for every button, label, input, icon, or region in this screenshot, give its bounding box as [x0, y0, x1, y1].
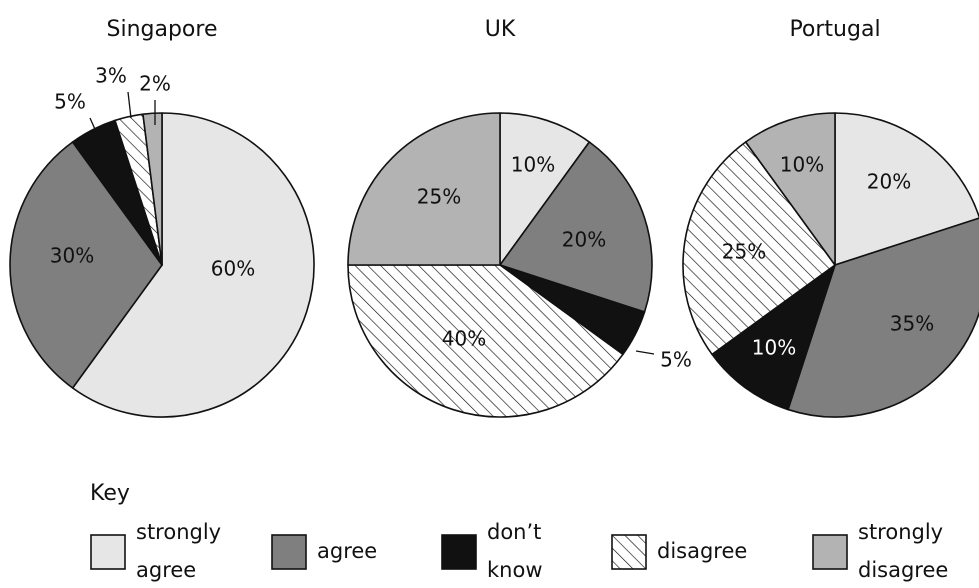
slice-strongly-agree [834, 112, 979, 266]
chart-title: UK [485, 17, 516, 42]
slice-strongly-disagree [744, 112, 836, 266]
legend-entry-agree: agree [271, 534, 377, 570]
legend-label-line-1: don’t [487, 520, 541, 544]
slice-label-strongly-agree: 20% [867, 170, 911, 194]
legend-label: agree [317, 539, 377, 563]
slice-label-strongly-disagree: 25% [417, 185, 461, 209]
slice-disagree [347, 264, 624, 418]
slice-strongly-agree [499, 112, 591, 266]
slice-label-agree: 30% [50, 244, 94, 268]
legend-label-line-2: know [487, 558, 543, 582]
slice-don-t-know [711, 264, 836, 411]
slice-agree [499, 141, 653, 313]
slice-label-don-t-know: 5% [660, 348, 692, 372]
chart-title: Portugal [789, 17, 880, 42]
slice-strongly-disagree [347, 112, 501, 266]
slice-label-don-t-know: 10% [752, 336, 796, 360]
legend-entry-disagree: disagree [611, 534, 747, 570]
leader-line-don-t-know [635, 350, 655, 355]
pie-chart-singapore: Singapore 60% 30% 5% 3% 2% [9, 17, 315, 418]
slice-label-agree: 35% [890, 312, 934, 336]
slice-label-agree: 20% [562, 228, 606, 252]
legend-entry-strongly-agree: strongly agree [90, 520, 221, 582]
legend-label-line-2: agree [136, 558, 196, 582]
slice-label-strongly-disagree: 10% [780, 153, 824, 177]
legend-label-line-1: strongly [858, 520, 943, 544]
slice-label-don-t-know: 5% [54, 90, 86, 114]
legend-entry-don-t-know: don’t know [441, 520, 543, 582]
slice-strongly-disagree [142, 112, 163, 266]
legend-swatch [611, 534, 647, 570]
slice-label-strongly-agree: 60% [211, 257, 255, 281]
chart-title: Singapore [107, 17, 218, 42]
leader-line-don-t-know [89, 117, 99, 137]
slice-label-disagree: 3% [95, 64, 127, 88]
slice-strongly-agree [71, 112, 315, 418]
leader-line-disagree [127, 91, 132, 119]
slice-label-disagree: 25% [722, 240, 766, 264]
legend-swatch [812, 534, 848, 570]
legend-entry-strongly-disagree: strongly disagree [812, 520, 948, 582]
pie-chart-portugal: Portugal 20% 35% 10% 25% 10% [682, 17, 979, 418]
slice-label-strongly-agree: 10% [511, 153, 555, 177]
legend-label-line-2: disagree [858, 558, 948, 582]
slice-label-disagree: 40% [442, 327, 486, 351]
slice-agree [9, 141, 163, 389]
pie-chart-uk: UK 10% 20% 40% 25% 5% [347, 17, 692, 418]
slice-agree [787, 217, 979, 418]
legend-swatch [271, 534, 307, 570]
slice-disagree [682, 141, 836, 356]
slice-label-strongly-disagree: 2% [139, 72, 171, 96]
legend-label-line-1: strongly [136, 520, 221, 544]
legend-label: disagree [657, 539, 747, 563]
key-title: Key [90, 481, 130, 506]
legend-swatch [90, 534, 126, 570]
legend-swatch [441, 534, 477, 570]
